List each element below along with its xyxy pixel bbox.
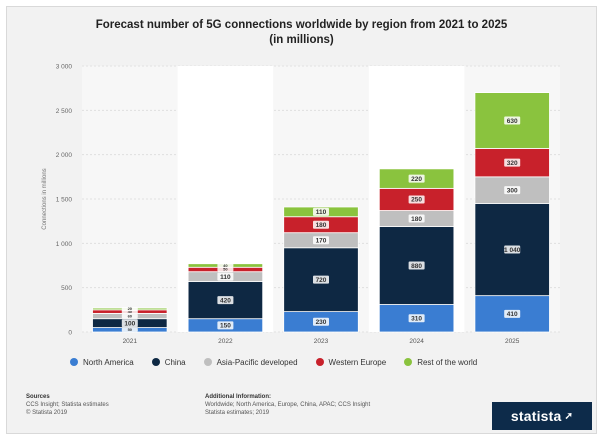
data-label: 180 [316,222,327,229]
legend-label: North America [83,357,134,367]
data-label-box [313,207,329,216]
legend-label: Western Europe [328,357,387,367]
data-label: 720 [316,277,327,284]
legend-label: Rest of the world [417,357,478,367]
legend-swatch [404,358,413,366]
legend-swatch [70,358,78,366]
brand-mark-icon: ➚ [564,410,574,422]
x-tick-label: 2022 [218,338,233,345]
data-label: 40 [223,263,228,268]
statista-logo[interactable]: statista ➚ [492,402,592,430]
data-label-box [408,195,425,204]
legend-label: Asia-Pacific developed [216,357,298,367]
data-label: 110 [316,209,327,216]
bar-segment [474,176,550,204]
y-tick-label: 1 000 [56,241,73,248]
data-label: 50 [223,267,228,272]
data-label-box [504,309,521,318]
data-label-box [408,261,425,270]
y-tick-label: 1 500 [56,197,73,204]
data-label-box [504,186,521,195]
data-label: 60 [128,313,133,318]
data-label-box [408,214,425,223]
data-label: 630 [507,118,518,125]
data-label-box [408,174,425,183]
data-label: 110 [220,274,231,281]
chart-legend: North America China Asia-Pacific developed… [70,355,550,369]
y-tick-label: 2 500 [56,108,73,115]
legend-item[interactable]: North America [70,358,134,367]
legend-label: China [164,357,186,367]
data-label: 150 [220,323,231,330]
data-label-box [217,272,234,281]
legend-item[interactable]: Western Europe [315,357,387,367]
data-label-box [217,296,234,305]
data-label: 170 [316,238,327,245]
legend-swatch [315,358,324,366]
x-tick-label: 2025 [505,338,520,345]
additional-info-heading: Additional Information: [205,394,271,400]
data-label-box [121,327,138,332]
additional-info-line-1: Worldwide; North America, Europe, China,… [205,402,371,408]
data-label: 880 [411,263,422,270]
data-label-box [313,220,329,229]
y-tick-label: 2 000 [56,152,73,159]
data-label: 310 [411,316,422,323]
x-tick-label: 2021 [123,338,138,345]
data-label: 220 [411,176,422,183]
legend-item[interactable]: China [151,357,186,367]
y-tick-label: 3 000 [56,64,73,71]
sources-line-2: © Statista 2019 [26,410,68,416]
data-label: 230 [316,319,327,326]
data-label: 300 [507,187,518,194]
title-line-1: Forecast number of 5G connections worldw… [95,19,508,31]
data-label: 320 [507,160,518,167]
x-tick-label: 2024 [409,338,424,345]
data-label-box [313,317,329,326]
data-label-box [313,275,329,284]
data-label-box [121,313,138,319]
y-tick-label: 500 [61,285,72,292]
data-label-box [121,319,138,328]
y-axis-label: Connections in millions [42,168,48,229]
legend-swatch [203,358,212,366]
additional-info-line-2: Statista estimates; 2019 [205,410,270,416]
data-label: 50 [128,327,133,332]
data-label-box [504,158,521,167]
data-label-box [121,306,138,311]
data-label: 100 [124,320,135,327]
data-label: 20 [128,306,133,311]
footer-additional-info: Additional Information: Worldwide; North… [205,393,370,417]
y-tick-label: 0 [68,330,72,337]
legend-swatch [151,358,160,366]
data-label: 40 [128,309,133,314]
data-label-box [408,314,425,323]
footer-sources: Sources CCS Insight; Statista estimates … [26,393,109,417]
data-label-box [217,267,234,272]
chart-title: Forecast number of 5G connections worldw… [0,18,603,48]
data-label: 180 [411,216,422,223]
data-label: 1 040 [504,247,521,254]
data-label: 250 [411,197,422,204]
data-label-box [217,321,234,330]
legend-item[interactable]: Rest of the world [404,358,477,367]
data-label-box [504,245,521,254]
data-label: 410 [507,311,518,318]
data-label-box [217,263,234,268]
brand-text: statista [510,408,562,424]
data-label-box [313,236,329,245]
data-label-box [504,116,521,125]
sources-line-1: CCS Insight; Statista estimates [26,402,109,408]
data-label: 420 [220,297,231,304]
x-tick-label: 2023 [314,338,329,345]
legend-item[interactable]: Asia-Pacific developed [203,357,298,367]
sources-heading: Sources [26,394,50,400]
title-line-2: (in millions) [269,34,334,46]
